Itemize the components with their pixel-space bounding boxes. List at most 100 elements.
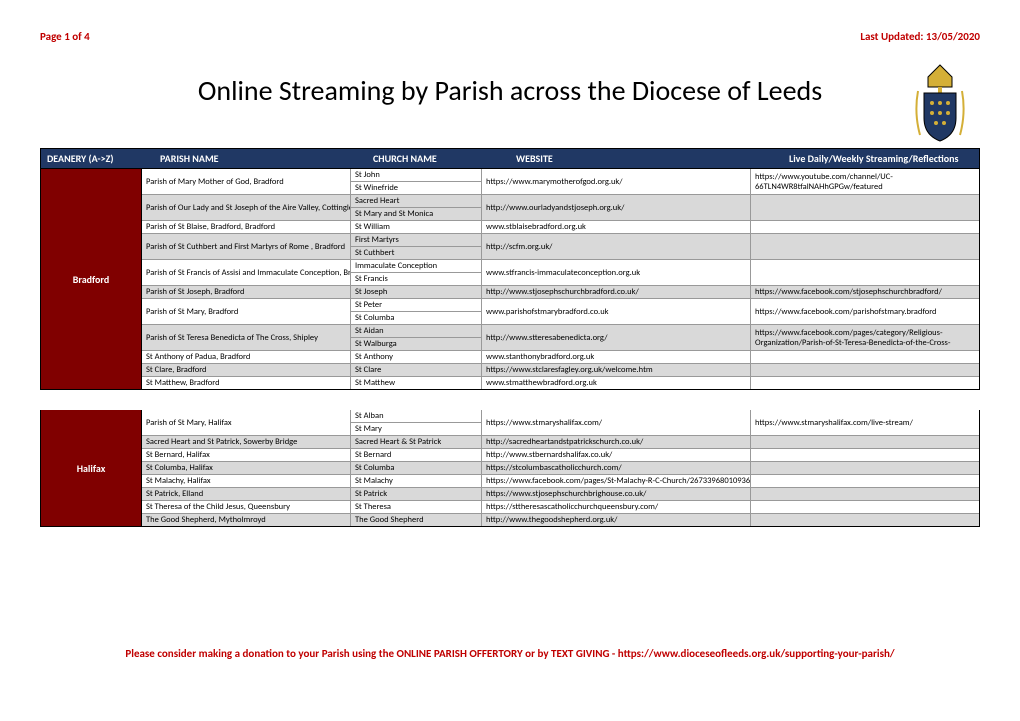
church-cell: St Theresa [351, 501, 482, 513]
stream-cell[interactable]: https://www.youtube.com/channel/UC-66TLN… [751, 169, 979, 194]
church-name: St Mary and St Monica [351, 208, 481, 220]
church-name: St Aidan [351, 325, 481, 338]
table-row: Sacred Heart and St Patrick, Sowerby Bri… [142, 435, 979, 448]
stream-cell[interactable] [751, 260, 979, 285]
church-name: St Cuthbert [351, 247, 481, 259]
table-row: Parish of St Blaise, Bradford, BradfordS… [142, 220, 979, 233]
stream-cell[interactable]: https://www.stmaryshalifax.com/live-stre… [751, 410, 979, 435]
church-name: St William [351, 221, 481, 233]
website-cell[interactable]: https://www.stmaryshalifax.com/ [482, 410, 751, 435]
table-row: Parish of St Joseph, BradfordSt Josephht… [142, 285, 979, 298]
page-title: Online Streaming by Parish across the Di… [198, 73, 822, 108]
church-name: St Theresa [351, 501, 481, 513]
parish-cell: St Theresa of the Child Jesus, Queensbur… [142, 501, 351, 513]
website-cell[interactable]: https://www.stjosephschurchbrighouse.co.… [482, 488, 751, 500]
church-name: St Matthew [351, 377, 481, 389]
church-cell: St AidanSt Walburga [351, 325, 482, 350]
website-cell[interactable]: https://www.facebook.com/pages/St-Malach… [482, 475, 751, 487]
church-name: First Martyrs [351, 234, 481, 247]
stream-cell[interactable]: https://www.facebook.com/pages/category/… [751, 325, 979, 350]
table-row: Parish of St Teresa Benedicta of The Cro… [142, 324, 979, 350]
website-cell[interactable]: http://scfm.org.uk/ [482, 234, 751, 259]
stream-cell[interactable] [751, 436, 979, 448]
church-cell: St Matthew [351, 377, 482, 389]
table-row: Parish of St Mary, HalifaxSt AlbanSt Mar… [142, 410, 979, 435]
parish-cell: Parish of St Mary, Bradford [142, 299, 351, 324]
col-stream: Live Daily/Weekly Streaming/Reflections [783, 149, 979, 168]
table-row: St Patrick, EllandSt Patrickhttps://www.… [142, 487, 979, 500]
parish-cell: Parish of St Francis of Assisi and Immac… [142, 260, 351, 285]
stream-cell[interactable] [751, 475, 979, 487]
stream-cell[interactable] [751, 377, 979, 389]
website-cell[interactable]: www.stblaisebradford.org.uk [482, 221, 751, 233]
church-name: St John [351, 169, 481, 182]
church-name: St Malachy [351, 475, 481, 487]
table-row: The Good Shepherd, MytholmroydThe Good S… [142, 513, 979, 526]
parish-cell: Parish of Our Lady and St Joseph of the … [142, 195, 351, 220]
parish-cell: Parish of Mary Mother of God, Bradford [142, 169, 351, 194]
stream-cell[interactable] [751, 351, 979, 363]
stream-cell[interactable]: https://www.facebook.com/stjosephschurch… [751, 286, 979, 298]
parish-cell: St Patrick, Elland [142, 488, 351, 500]
parish-cell: Parish of St Cuthbert and First Martyrs … [142, 234, 351, 259]
parish-cell: St Columba, Halifax [142, 462, 351, 474]
church-name: St Alban [351, 410, 481, 423]
church-cell: Immaculate ConceptionSt Francis [351, 260, 482, 285]
church-cell: St AlbanSt Mary [351, 410, 482, 435]
header-row: Page 1 of 4 Last Updated: 13/05/2020 [40, 30, 980, 43]
website-cell[interactable]: www.stanthonybradford.org.uk [482, 351, 751, 363]
stream-cell[interactable] [751, 234, 979, 259]
table-row: Parish of Our Lady and St Joseph of the … [142, 194, 979, 220]
website-cell[interactable]: http://www.stteresabenedicta.org/ [482, 325, 751, 350]
website-cell[interactable]: https://www.marymotherofgod.org.uk/ [482, 169, 751, 194]
parish-cell: Sacred Heart and St Patrick, Sowerby Bri… [142, 436, 351, 448]
website-cell[interactable]: http://www.ourladyandstjoseph.org.uk/ [482, 195, 751, 220]
stream-cell[interactable] [751, 449, 979, 461]
stream-cell[interactable] [751, 501, 979, 513]
table-row: Parish of St Mary, BradfordSt PeterSt Co… [142, 298, 979, 324]
website-cell[interactable]: http://sacredheartandstpatrickschurch.co… [482, 436, 751, 448]
church-name: St Anthony [351, 351, 481, 363]
table-row: Parish of St Cuthbert and First Martyrs … [142, 233, 979, 259]
table-row: Parish of Mary Mother of God, BradfordSt… [142, 169, 979, 194]
website-cell[interactable]: https://sttheresascatholicchurchqueensbu… [482, 501, 751, 513]
stream-cell[interactable] [751, 195, 979, 220]
stream-cell[interactable] [751, 488, 979, 500]
website-cell[interactable]: https://www.stclaresfagley.org.uk/welcom… [482, 364, 751, 376]
parish-cell: The Good Shepherd, Mytholmroyd [142, 514, 351, 526]
website-cell[interactable]: http://www.thegoodshepherd.org.uk/ [482, 514, 751, 526]
church-cell: Sacred HeartSt Mary and St Monica [351, 195, 482, 220]
parish-cell: Parish of St Joseph, Bradford [142, 286, 351, 298]
website-cell[interactable]: http://www.stjosephschurchbradford.co.uk… [482, 286, 751, 298]
website-cell[interactable]: www.stfrancis-immaculateconception.org.u… [482, 260, 751, 285]
table-row: St Clare, BradfordSt Clarehttps://www.st… [142, 363, 979, 376]
table-row: St Anthony of Padua, BradfordSt Anthonyw… [142, 350, 979, 363]
deanery-table: HalifaxParish of St Mary, HalifaxSt Alba… [40, 410, 980, 527]
church-name: St Francis [351, 273, 481, 285]
stream-cell[interactable] [751, 364, 979, 376]
stream-cell[interactable] [751, 221, 979, 233]
church-name: St Peter [351, 299, 481, 312]
stream-cell[interactable] [751, 514, 979, 526]
col-website: WEBSITE [510, 149, 783, 168]
website-cell[interactable]: https://stcolumbascatholicchurch.com/ [482, 462, 751, 474]
church-name: St Winefride [351, 182, 481, 194]
church-cell: St Columba [351, 462, 482, 474]
church-name: St Mary [351, 423, 481, 435]
website-cell[interactable]: www.stmatthewbradford.org.uk [482, 377, 751, 389]
church-cell: Sacred Heart & St Patrick [351, 436, 482, 448]
col-church: CHURCH NAME [367, 149, 510, 168]
church-name: St Columba [351, 312, 481, 324]
col-deanery: DEANERY (A->Z) [41, 149, 154, 168]
church-cell: St Malachy [351, 475, 482, 487]
table-row: St Malachy, HalifaxSt Malachyhttps://www… [142, 474, 979, 487]
title-row: Online Streaming by Parish across the Di… [40, 73, 980, 108]
website-cell[interactable]: http://www.stbernardshalifax.co.uk/ [482, 449, 751, 461]
stream-cell[interactable] [751, 462, 979, 474]
footer-note: Please consider making a donation to you… [40, 647, 980, 660]
website-cell[interactable]: www.parishofstmarybradford.co.uk [482, 299, 751, 324]
table-header: DEANERY (A->Z) PARISH NAME CHURCH NAME W… [40, 148, 980, 169]
stream-cell[interactable]: https://www.facebook.com/parishofstmary.… [751, 299, 979, 324]
church-name: The Good Shepherd [351, 514, 481, 526]
parish-cell: St Clare, Bradford [142, 364, 351, 376]
